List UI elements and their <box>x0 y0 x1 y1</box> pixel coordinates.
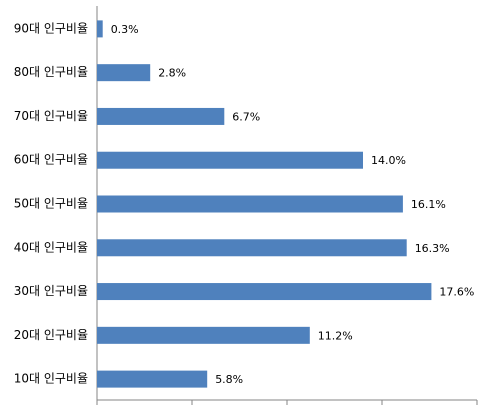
y-tick-label: 40대 인구비율 <box>14 240 88 254</box>
y-tick-label: 80대 인구비율 <box>14 65 88 79</box>
y-tick-label: 20대 인구비율 <box>14 328 88 342</box>
value-label: 6.7% <box>232 110 260 123</box>
bar <box>97 326 310 344</box>
y-tick-label: 50대 인구비율 <box>14 197 88 211</box>
bar <box>97 151 363 169</box>
value-label: 0.3% <box>111 23 139 36</box>
bar <box>97 195 403 213</box>
y-tick-label: 30대 인구비율 <box>14 284 88 298</box>
value-label: 16.1% <box>411 198 446 211</box>
bar <box>97 283 432 301</box>
bar <box>97 64 151 82</box>
bar <box>97 107 225 125</box>
value-label: 2.8% <box>158 67 186 80</box>
y-tick-label: 60대 인구비율 <box>14 153 88 167</box>
bar <box>97 20 103 38</box>
y-tick-label: 10대 인구비율 <box>14 372 88 386</box>
bar <box>97 370 208 388</box>
y-tick-label: 90대 인구비율 <box>14 21 88 35</box>
value-label: 5.8% <box>215 373 243 386</box>
bar <box>97 239 407 257</box>
value-label: 17.6% <box>439 286 474 299</box>
value-label: 16.3% <box>415 242 450 255</box>
value-label: 14.0% <box>371 154 406 167</box>
value-label: 11.2% <box>318 329 353 342</box>
y-tick-label: 70대 인구비율 <box>14 109 88 123</box>
